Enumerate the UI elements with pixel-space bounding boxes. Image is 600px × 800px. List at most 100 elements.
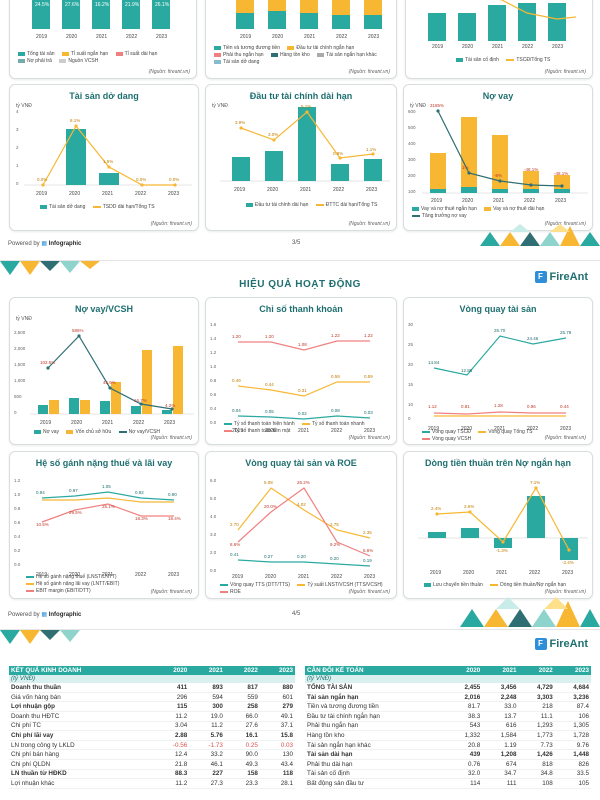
- label-2020: 27.6%: [65, 2, 80, 8]
- cell-value: 258: [224, 701, 260, 712]
- cell-value: 108: [518, 778, 555, 789]
- svg-text:2023: 2023: [555, 198, 566, 204]
- svg-text:4: 4: [16, 109, 19, 114]
- svg-text:0.59: 0.59: [364, 374, 373, 379]
- table-row: TỔNG TÀI SẢN 2,455 3,456 4,729 4,684: [305, 683, 591, 693]
- legend-investment: Đầu tư tài chính dài hạn ĐTTC dài hạn/Tổ…: [246, 202, 383, 209]
- cell-value: 893: [189, 683, 225, 693]
- svg-text:0.96: 0.96: [527, 404, 536, 409]
- svg-text:1.20: 1.20: [232, 334, 241, 339]
- svg-text:6.0: 6.0: [210, 478, 217, 483]
- chart-card-construction-in-progress: Tài sản dở dang tỷ VNĐ 4 3 2 1 0 0.0% 8.1% 1.5…: [9, 84, 199, 231]
- cell-value: 33.0: [482, 701, 519, 712]
- x-tick: 2022: [336, 34, 347, 40]
- svg-text:1.20: 1.20: [265, 334, 274, 339]
- triangle-decoration: [0, 261, 100, 275]
- row-label: Hàng tồn kho: [305, 730, 446, 741]
- svg-text:2020: 2020: [463, 570, 474, 576]
- svg-text:2019: 2019: [431, 198, 442, 204]
- fireant-logo-icon: F: [534, 638, 547, 651]
- x-tick: 2020: [66, 34, 77, 40]
- svg-text:0.31: 0.31: [298, 388, 307, 393]
- svg-text:-2.4%: -2.4%: [562, 560, 574, 565]
- triangle-decoration: [0, 630, 80, 644]
- cell-value: 601: [259, 692, 295, 703]
- cell-value: 33.5: [554, 769, 591, 780]
- cell-value: 1,332: [445, 730, 483, 741]
- bar-2020: [265, 151, 283, 181]
- legend-fixed-assets: Tài sản cố định TSCĐ/Tổng TS: [456, 57, 556, 64]
- x-tick: 2023: [156, 34, 167, 40]
- cell-value: 7.73: [518, 740, 555, 751]
- bar-2021: [99, 173, 119, 185]
- chart-long-term-investment: 3.9% 3.0% 5.1% 0.8% 1.1% 2019 2020 2021 2022…: [220, 104, 390, 193]
- x-tick: 2019: [240, 34, 251, 40]
- svg-text:2,000: 2,000: [14, 346, 26, 351]
- chart-title: Dòng tiền thuần trên Nợ ngắn hạn: [425, 458, 571, 468]
- table-row: Chi phí lãi vay 2.88 5.76 16.1 15.8: [9, 730, 295, 741]
- cell-value: 32.0: [445, 769, 483, 780]
- svg-text:2021: 2021: [298, 428, 309, 434]
- cell-value: 81.7: [445, 701, 483, 712]
- table-row: LN thuần từ HĐKD 88.3 227 158 118: [9, 769, 295, 780]
- cell-value: 1,426: [518, 749, 555, 760]
- table-row: Doanh thu thuần 411 893 817 880: [9, 683, 295, 693]
- cell-value: 674: [482, 759, 519, 770]
- svg-text:10.5%: 10.5%: [36, 522, 49, 527]
- table-unit-row: (tỷ VNĐ): [9, 674, 295, 684]
- cell-value: 27.6: [224, 721, 260, 732]
- svg-text:0.41: 0.41: [230, 552, 239, 557]
- income-statement-table: KẾT QUẢ KINH DOANH 2020 2021 2022 2023 (tỷ V…: [9, 666, 295, 789]
- asset-structure-chart: 24.5% 27.6% 16.2% 21.9% 26.1% 2019 2020 …: [32, 0, 170, 40]
- chart-debt-to-equity: 2,500 2,000 1,500 1,000 500 0 102.5% 586% 45.6%…: [14, 328, 194, 426]
- chart-title: Hệ số gánh nặng thuế và lãi vay: [35, 458, 173, 468]
- row-label: Doanh thu thuần: [9, 683, 154, 693]
- table-row: Tài sản cố định 32.0 34.7 34.8 33.5: [305, 769, 591, 780]
- cell-value: 88.3: [153, 769, 190, 780]
- svg-text:0.02: 0.02: [298, 411, 307, 416]
- x-tick: 2021: [96, 34, 107, 40]
- cell-value: 5.76: [189, 730, 225, 741]
- svg-text:1.0: 1.0: [14, 492, 21, 497]
- cell-value: 543: [445, 721, 483, 732]
- svg-text:2019: 2019: [234, 187, 245, 193]
- svg-text:0.0%: 0.0%: [37, 177, 47, 182]
- svg-text:2: 2: [16, 145, 19, 150]
- table-row: Doanh thu HĐTC 11.2 19.0 66.0 49.1: [9, 711, 295, 722]
- svg-text:0.0%: 0.0%: [169, 177, 179, 182]
- svg-text:0: 0: [408, 416, 411, 421]
- source-note: (Nguồn: fireant.vn): [150, 435, 192, 441]
- svg-text:20: 20: [408, 362, 414, 367]
- legend-short-term-assets: Tiền và tương đương tiền Đầu tư tài chín…: [214, 45, 394, 66]
- cell-value: 0.76: [445, 759, 483, 770]
- svg-text:24.46: 24.46: [527, 336, 539, 341]
- svg-text:1.05: 1.05: [102, 484, 111, 489]
- cell-value: 111: [482, 778, 519, 789]
- svg-text:0: 0: [16, 181, 19, 186]
- cell-value: 279: [259, 701, 295, 712]
- x-tick: 2023: [552, 44, 563, 50]
- cell-value: 19.0: [189, 711, 225, 722]
- svg-text:0.0: 0.0: [210, 568, 217, 573]
- legend-burden: Hệ số gánh nặng thuế (LNST/LNTT) Hệ số g…: [26, 574, 186, 595]
- page-number: 3/5: [292, 240, 301, 246]
- cell-value: 227: [189, 769, 225, 780]
- svg-text:400: 400: [408, 141, 416, 146]
- cell-value: 3,303: [518, 692, 555, 703]
- svg-text:500: 500: [408, 125, 416, 130]
- table-row: Chi phí TC 3.04 11.2 27.6 37.1: [9, 721, 295, 732]
- svg-text:10: 10: [408, 402, 414, 407]
- svg-text:-8%: -8%: [494, 173, 502, 178]
- svg-text:-1.3%: -1.3%: [496, 548, 508, 553]
- cell-value: 118: [259, 769, 295, 780]
- svg-text:2.75: 2.75: [330, 522, 339, 527]
- legend-turnover: Vòng quay TSCĐ Vòng quay Tổng TS Vòng qu…: [422, 429, 592, 443]
- legend-cashflow: Lưu chuyển tiền thuần Dòng tiền thuần/Nợ…: [424, 582, 572, 589]
- row-label: Phải thu dài hạn: [305, 759, 446, 770]
- svg-text:0.6: 0.6: [14, 520, 21, 525]
- svg-text:2019: 2019: [232, 428, 243, 434]
- chart-title: Nợ vay/VCSH: [75, 304, 133, 314]
- svg-text:4.2%: 4.2%: [165, 403, 175, 408]
- svg-text:2019: 2019: [36, 191, 47, 197]
- chart-card-short-term-assets: 2019 2020 2021 2022 2023 Tiền và tương đ…: [205, 0, 397, 79]
